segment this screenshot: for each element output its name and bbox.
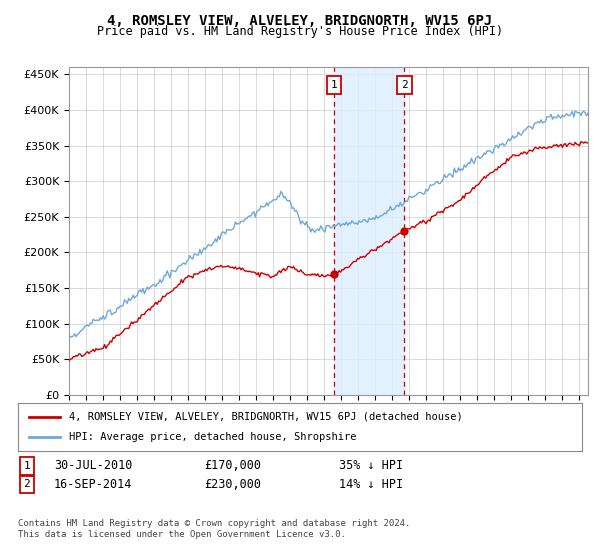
Bar <box>334 67 404 395</box>
Text: HPI: Average price, detached house, Shropshire: HPI: Average price, detached house, Shro… <box>69 432 356 442</box>
Text: 1: 1 <box>331 80 338 90</box>
Text: Contains HM Land Registry data © Crown copyright and database right 2024.
This d: Contains HM Land Registry data © Crown c… <box>18 520 410 539</box>
Text: 2: 2 <box>23 479 31 489</box>
Text: 30-JUL-2010: 30-JUL-2010 <box>54 459 133 473</box>
Text: 14% ↓ HPI: 14% ↓ HPI <box>339 478 403 491</box>
Text: 2: 2 <box>401 80 408 90</box>
Text: 4, ROMSLEY VIEW, ALVELEY, BRIDGNORTH, WV15 6PJ (detached house): 4, ROMSLEY VIEW, ALVELEY, BRIDGNORTH, WV… <box>69 412 463 422</box>
Text: Price paid vs. HM Land Registry's House Price Index (HPI): Price paid vs. HM Land Registry's House … <box>97 25 503 38</box>
Text: £170,000: £170,000 <box>204 459 261 473</box>
Text: 16-SEP-2014: 16-SEP-2014 <box>54 478 133 491</box>
Text: 1: 1 <box>23 461 31 471</box>
Text: 4, ROMSLEY VIEW, ALVELEY, BRIDGNORTH, WV15 6PJ: 4, ROMSLEY VIEW, ALVELEY, BRIDGNORTH, WV… <box>107 14 493 28</box>
Text: 35% ↓ HPI: 35% ↓ HPI <box>339 459 403 473</box>
Text: £230,000: £230,000 <box>204 478 261 491</box>
